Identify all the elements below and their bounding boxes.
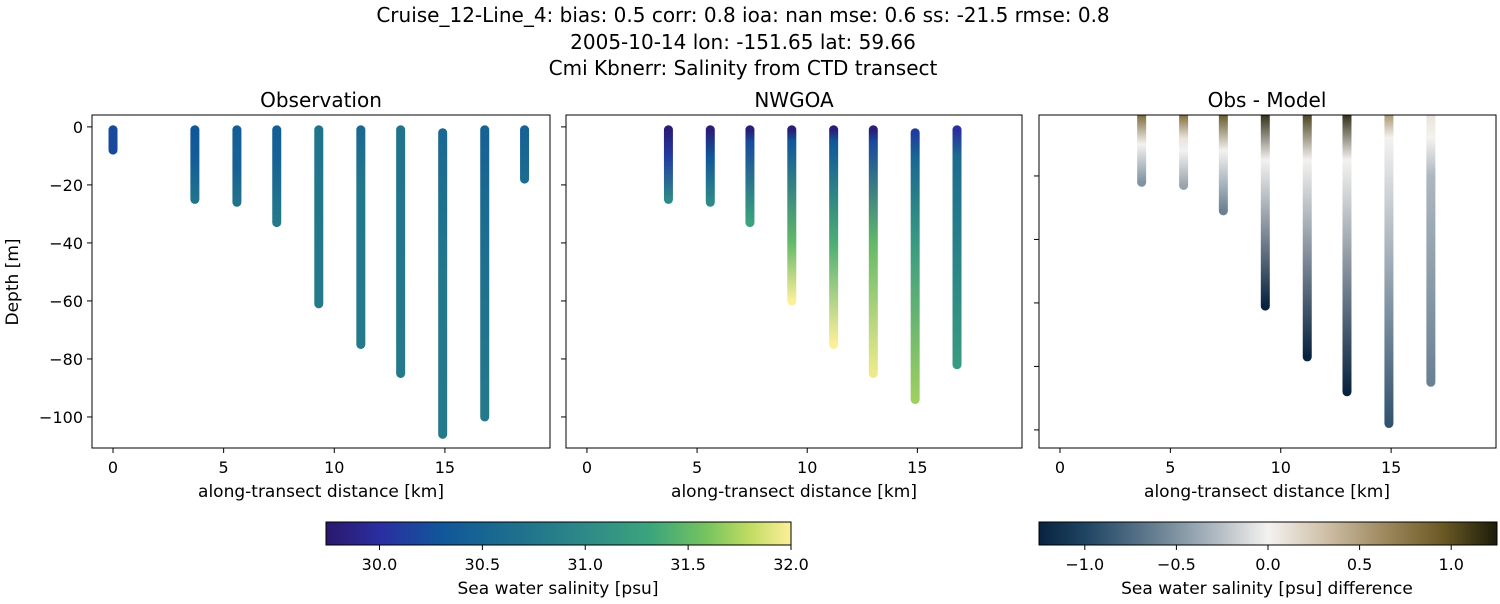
y-tick-label: 0: [73, 118, 83, 137]
colorbar-tick-label: 30.5: [465, 555, 501, 574]
axes-frame: [565, 114, 1023, 449]
colorbar-tick-label: 30.0: [362, 555, 398, 574]
profile-column: [480, 125, 490, 422]
colorbar-gradient: [325, 521, 792, 546]
profile-column: [1384, 115, 1394, 429]
profile-column: [910, 128, 920, 405]
colorbar-tick-label: −0.5: [1157, 555, 1196, 574]
figure-title-line-2: 2005-10-14 lon: -151.65 lat: 59.66: [570, 30, 916, 54]
x-axis-label: along-transect distance [km]: [1144, 482, 1390, 502]
profile-column: [356, 125, 366, 349]
profile-column: [520, 125, 530, 184]
figure-title-line-1: Cruise_12-Line_4: bias: 0.5 corr: 0.8 io…: [376, 3, 1109, 27]
colorbar-salinity: Sea water salinity [psu] 30.0 30.5 31.0 31.…: [325, 521, 809, 599]
x-tick-label: 0: [582, 458, 592, 477]
axes-frame: [91, 114, 551, 449]
y-tick-label: −60: [49, 292, 83, 311]
profile-column: [272, 125, 282, 228]
profile-column: [1342, 115, 1352, 397]
colorbar-tick-label: 1.0: [1438, 555, 1463, 574]
x-axis-label: along-transect distance [km]: [671, 482, 917, 502]
y-tick-label: −40: [49, 234, 83, 253]
colorbar-tick-label: 31.5: [670, 555, 706, 574]
profile-column: [396, 125, 406, 378]
colorbar-gradient: [1038, 521, 1498, 546]
panel-obs-minus-model: Obs - Model along-transect distance [km]…: [1034, 88, 1497, 502]
profile-column: [108, 125, 118, 155]
profile-column: [787, 125, 797, 306]
colorbar-tick-label: 0.5: [1347, 555, 1372, 574]
axes-frame: [1038, 114, 1497, 449]
profile-column: [952, 125, 962, 370]
x-tick-label: 15: [1381, 458, 1401, 477]
x-tick-label: 5: [219, 458, 229, 477]
x-tick-label: 10: [324, 458, 344, 477]
profile-column: [705, 125, 715, 207]
colorbar-difference: Sea water salinity [psu] difference −1.0…: [1038, 521, 1498, 599]
y-axis-label: Depth [m]: [3, 238, 23, 325]
colorbar-label: Sea water salinity [psu] difference: [1121, 579, 1413, 599]
profiles: [663, 125, 962, 405]
panel-nwgoa: NWGOA along-transect distance [km] 0 5 10 1…: [561, 88, 1023, 502]
figure-title-line-3: Cmi Kbnerr: Salinity from CTD transect: [549, 56, 938, 80]
profile-column: [829, 125, 839, 349]
profiles: [108, 125, 530, 439]
colorbar-tick-label: −1.0: [1065, 555, 1104, 574]
panel-title: Observation: [260, 88, 382, 112]
x-tick-label: 0: [108, 458, 118, 477]
panel-observation: Observation along-transect distance [km]…: [3, 88, 551, 502]
x-tick-label: 15: [907, 458, 927, 477]
y-tick-label: −100: [39, 408, 83, 427]
x-tick-label: 5: [1165, 458, 1175, 477]
colorbar-tick-label: 31.0: [567, 555, 603, 574]
x-tick-label: 10: [797, 458, 817, 477]
x-axis-label: along-transect distance [km]: [198, 482, 444, 502]
profile-column: [663, 125, 673, 204]
y-tick-label: −20: [49, 176, 83, 195]
profile-column: [745, 125, 755, 228]
profile-column: [1218, 115, 1228, 216]
profile-column: [868, 125, 878, 378]
x-tick-label: 0: [1055, 458, 1065, 477]
profile-column: [190, 125, 200, 204]
colorbar-label: Sea water salinity [psu]: [458, 579, 659, 599]
colorbar-tick-label: 32.0: [773, 555, 809, 574]
profile-column: [1426, 115, 1436, 387]
profile-column: [1302, 115, 1312, 362]
y-tick-label: −80: [49, 350, 83, 369]
profile-column: [232, 125, 242, 207]
profile-column: [438, 128, 448, 439]
profile-column: [1260, 115, 1270, 311]
profile-column: [1179, 115, 1189, 190]
profiles: [1137, 115, 1436, 429]
panel-title: Obs - Model: [1208, 88, 1327, 112]
colorbar-tick-label: 0.0: [1255, 555, 1280, 574]
profile-column: [314, 125, 324, 309]
profile-column: [1137, 115, 1147, 187]
x-tick-label: 10: [1271, 458, 1291, 477]
x-tick-label: 5: [692, 458, 702, 477]
panel-title: NWGOA: [754, 88, 834, 112]
x-tick-label: 15: [435, 458, 455, 477]
